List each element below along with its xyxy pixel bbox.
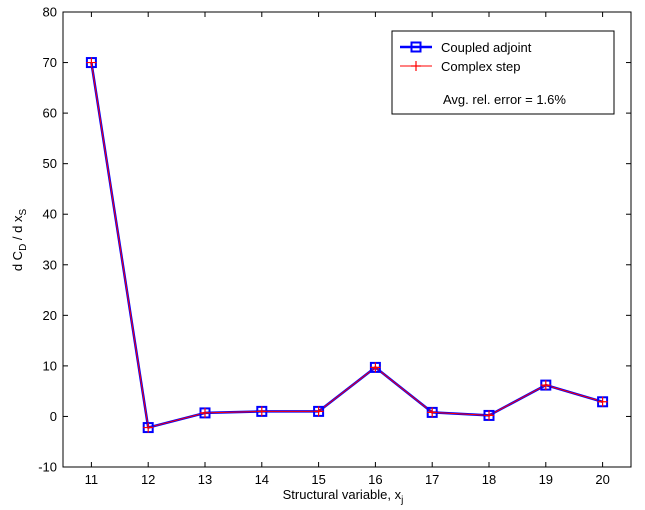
y-tick-label: -10: [38, 460, 57, 475]
series-markers: [85, 57, 609, 434]
data-point-complex-step: [597, 396, 608, 407]
x-axis-label-sub: j: [400, 495, 403, 506]
x-tick-label: 18: [482, 472, 496, 487]
y-axis-label-p1: d C: [10, 251, 25, 271]
x-axis-label-main: Structural variable, x: [283, 487, 402, 502]
y-axis-label-s1: D: [18, 244, 29, 251]
y-axis-label-s2: S: [18, 209, 29, 216]
legend-marker-complex-step: [411, 61, 421, 71]
legend: Coupled adjoint Complex step Avg. rel. e…: [391, 30, 615, 115]
y-axis-label-p2: / d x: [10, 215, 25, 244]
x-tick-label: 15: [311, 472, 325, 487]
data-point-complex-step: [484, 410, 494, 421]
data-point-complex-step: [370, 362, 381, 373]
legend-label-complex-step: Complex step: [441, 59, 520, 74]
x-axis: 11 12 13 14 15 16 17 18 19 20: [85, 12, 610, 487]
y-tick-label: 30: [43, 257, 57, 272]
y-axis: -10 0 10 20 30 40 50 60 70 80: [38, 5, 631, 475]
y-tick-label: 70: [43, 55, 57, 70]
y-tick-label: 10: [43, 358, 57, 373]
x-tick-label: 13: [198, 472, 212, 487]
x-tick-label: 14: [255, 472, 269, 487]
y-tick-label: 80: [43, 5, 57, 20]
legend-label-coupled-adjoint: Coupled adjoint: [441, 40, 532, 55]
y-tick-label: 40: [43, 207, 57, 222]
legend-box: [391, 30, 615, 115]
y-tick-label: 0: [50, 409, 57, 424]
y-axis-label: d CD / d xS: [10, 209, 29, 272]
x-axis-label: Structural variable, xj: [283, 487, 404, 506]
x-tick-label: 19: [539, 472, 553, 487]
legend-marker-coupled-adjoint: [410, 41, 422, 53]
x-tick-label: 12: [141, 472, 155, 487]
y-tick-label: 60: [43, 106, 57, 121]
data-point-complex-step: [427, 407, 438, 418]
y-tick-label: 20: [43, 308, 57, 323]
data-point-complex-step: [540, 380, 551, 391]
data-point-complex-step: [313, 406, 324, 417]
x-tick-label: 16: [368, 472, 382, 487]
series-line-complex-step: [90, 62, 603, 429]
x-tick-label: 17: [425, 472, 439, 487]
data-point-complex-step: [143, 422, 154, 433]
data-point-complex-step: [86, 57, 97, 68]
data-point-complex-step: [256, 406, 267, 417]
x-tick-label: 20: [595, 472, 609, 487]
x-tick-label: 11: [85, 472, 99, 487]
data-point-complex-step: [200, 407, 210, 418]
legend-annotation: Avg. rel. error = 1.6%: [443, 92, 566, 107]
y-tick-label: 50: [43, 156, 57, 171]
series-lines: [90, 62, 603, 429]
